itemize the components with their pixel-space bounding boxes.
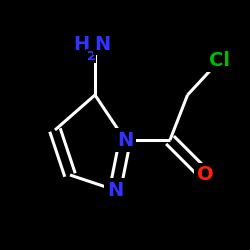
Text: O: O: [197, 166, 213, 184]
Text: N: N: [117, 130, 133, 150]
Text: Cl: Cl: [210, 50, 231, 70]
Text: N: N: [94, 36, 110, 54]
Text: N: N: [107, 180, 123, 200]
Text: 2: 2: [87, 50, 96, 63]
Text: H: H: [73, 36, 90, 54]
